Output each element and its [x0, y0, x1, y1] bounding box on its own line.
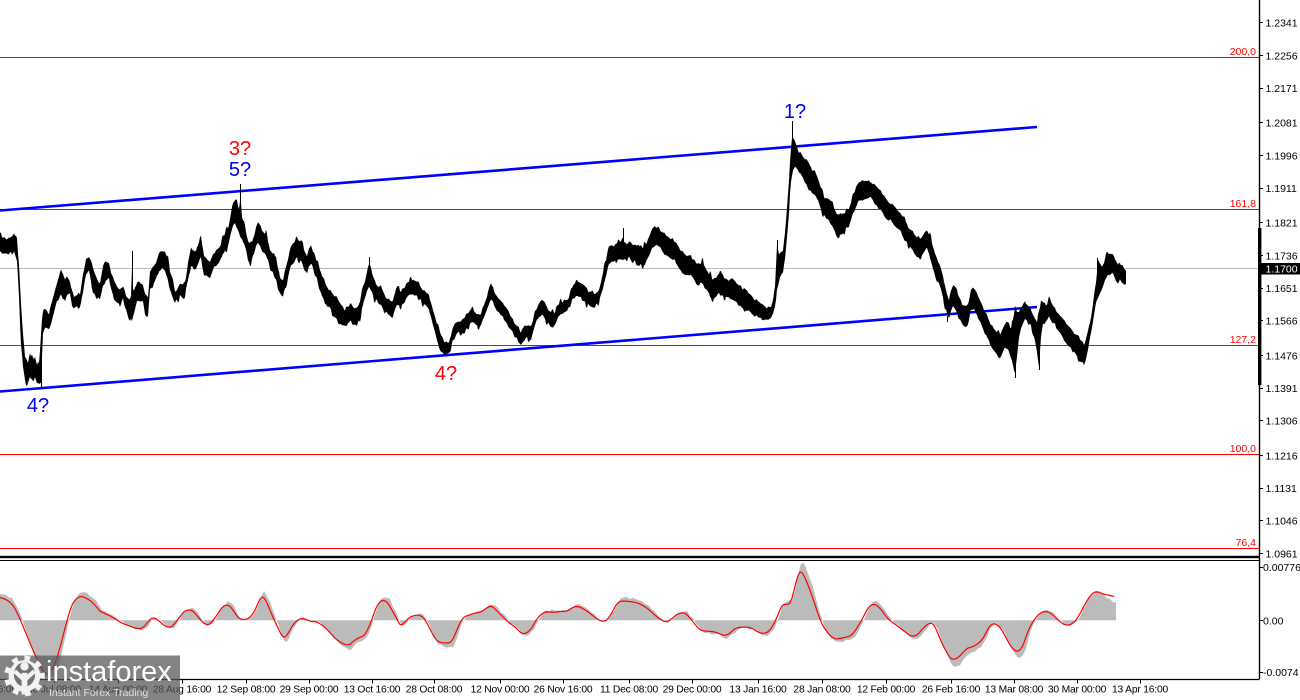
- svg-text:13 Mar 08:00: 13 Mar 08:00: [985, 685, 1044, 696]
- svg-text:5?: 5?: [229, 159, 251, 181]
- svg-text:1.1391: 1.1391: [1266, 383, 1298, 395]
- svg-text:-0.0074: -0.0074: [1263, 667, 1299, 679]
- svg-text:4?: 4?: [435, 363, 457, 385]
- svg-text:1.1216: 1.1216: [1266, 450, 1298, 462]
- svg-text:1.2171: 1.2171: [1266, 83, 1298, 95]
- svg-text:12 Sep 08:00: 12 Sep 08:00: [217, 685, 276, 696]
- svg-text:1.1911: 1.1911: [1266, 183, 1297, 195]
- svg-text:12 Feb 00:00: 12 Feb 00:00: [857, 685, 916, 696]
- svg-text:29 Sep 00:00: 29 Sep 00:00: [280, 685, 339, 696]
- svg-text:instaforex: instaforex: [46, 656, 172, 688]
- svg-text:1.1476: 1.1476: [1266, 350, 1298, 362]
- svg-text:76,4: 76,4: [1236, 537, 1257, 549]
- svg-text:13 Apr 16:00: 13 Apr 16:00: [1112, 685, 1168, 696]
- svg-text:28 Jan 08:00: 28 Jan 08:00: [793, 685, 851, 696]
- svg-text:1.2256: 1.2256: [1266, 50, 1298, 62]
- svg-text:Instant Forex Trading: Instant Forex Trading: [49, 687, 148, 699]
- svg-text:200,0: 200,0: [1230, 46, 1256, 58]
- svg-text:30 Mar 00:00: 30 Mar 00:00: [1048, 685, 1107, 696]
- svg-text:3?: 3?: [229, 138, 251, 160]
- svg-text:1.1996: 1.1996: [1266, 150, 1298, 162]
- svg-text:12 Nov 00:00: 12 Nov 00:00: [471, 685, 530, 696]
- svg-text:1.1736: 1.1736: [1266, 250, 1298, 262]
- svg-text:0.00776: 0.00776: [1263, 562, 1300, 574]
- svg-text:1.1821: 1.1821: [1266, 218, 1298, 230]
- svg-text:28 Oct 08:00: 28 Oct 08:00: [406, 685, 463, 696]
- svg-text:13 Oct 16:00: 13 Oct 16:00: [344, 685, 401, 696]
- svg-text:26 Nov 16:00: 26 Nov 16:00: [534, 685, 593, 696]
- svg-text:0.00: 0.00: [1263, 616, 1284, 628]
- svg-text:127,2: 127,2: [1230, 334, 1256, 346]
- svg-text:29 Dec 00:00: 29 Dec 00:00: [663, 685, 722, 696]
- svg-text:1.1651: 1.1651: [1266, 283, 1298, 295]
- svg-text:1.2081: 1.2081: [1266, 118, 1298, 130]
- svg-text:1.2341: 1.2341: [1266, 18, 1298, 30]
- svg-text:13 Jan 16:00: 13 Jan 16:00: [729, 685, 787, 696]
- svg-text:26 Feb 16:00: 26 Feb 16:00: [922, 685, 981, 696]
- svg-text:1?: 1?: [784, 101, 806, 123]
- svg-text:1.1700: 1.1700: [1266, 264, 1298, 276]
- svg-text:4?: 4?: [27, 395, 49, 417]
- svg-text:11 Dec 08:00: 11 Dec 08:00: [600, 685, 659, 696]
- svg-text:1.1046: 1.1046: [1266, 516, 1298, 528]
- svg-text:28 Aug 16:00: 28 Aug 16:00: [153, 685, 212, 696]
- svg-text:161,8: 161,8: [1230, 198, 1256, 210]
- svg-text:1.1131: 1.1131: [1266, 483, 1297, 495]
- svg-text:100,0: 100,0: [1230, 443, 1256, 455]
- svg-text:1.0961: 1.0961: [1266, 548, 1298, 560]
- svg-text:1.1306: 1.1306: [1266, 416, 1298, 428]
- svg-text:1.1566: 1.1566: [1266, 316, 1298, 328]
